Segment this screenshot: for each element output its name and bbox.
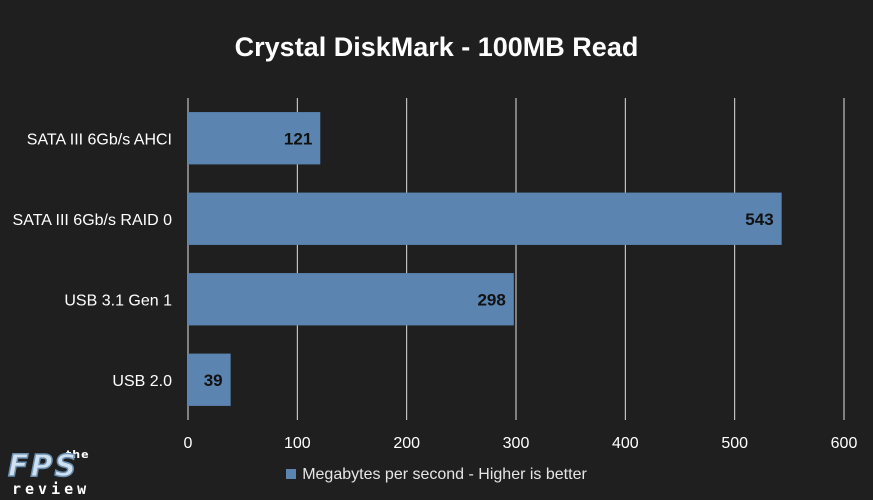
legend-label: Megabytes per second - Higher is better [302, 466, 587, 483]
logo-the-text: the [66, 448, 90, 461]
x-tick-label: 300 [503, 435, 530, 452]
logo-review-text: review [12, 480, 91, 498]
category-label: SATA III 6Gb/s RAID 0 [13, 212, 173, 229]
x-tick-label: 0 [184, 435, 193, 452]
category-label: USB 2.0 [112, 373, 172, 390]
x-tick-label: 100 [284, 435, 311, 452]
chart-title: Crystal DiskMark - 100MB Read [234, 32, 639, 62]
bar [188, 192, 782, 245]
legend: Megabytes per second - Higher is better [0, 466, 873, 484]
x-tick-label: 400 [612, 435, 639, 452]
bar [188, 353, 231, 406]
x-tick-label: 500 [721, 435, 748, 452]
data-label: 39 [204, 371, 223, 390]
fps-review-logo: the FPS review [6, 448, 146, 498]
category-label: USB 3.1 Gen 1 [64, 292, 172, 309]
data-label: 121 [284, 129, 312, 148]
x-tick-label: 200 [393, 435, 420, 452]
data-label: 543 [745, 210, 773, 229]
legend-swatch [286, 469, 297, 479]
category-label: SATA III 6Gb/s AHCI [27, 131, 172, 148]
logo-fps-text: FPS [7, 449, 79, 484]
bar [188, 273, 514, 326]
x-tick-label: 600 [831, 435, 858, 452]
bar [188, 112, 321, 165]
data-label: 298 [477, 290, 505, 309]
